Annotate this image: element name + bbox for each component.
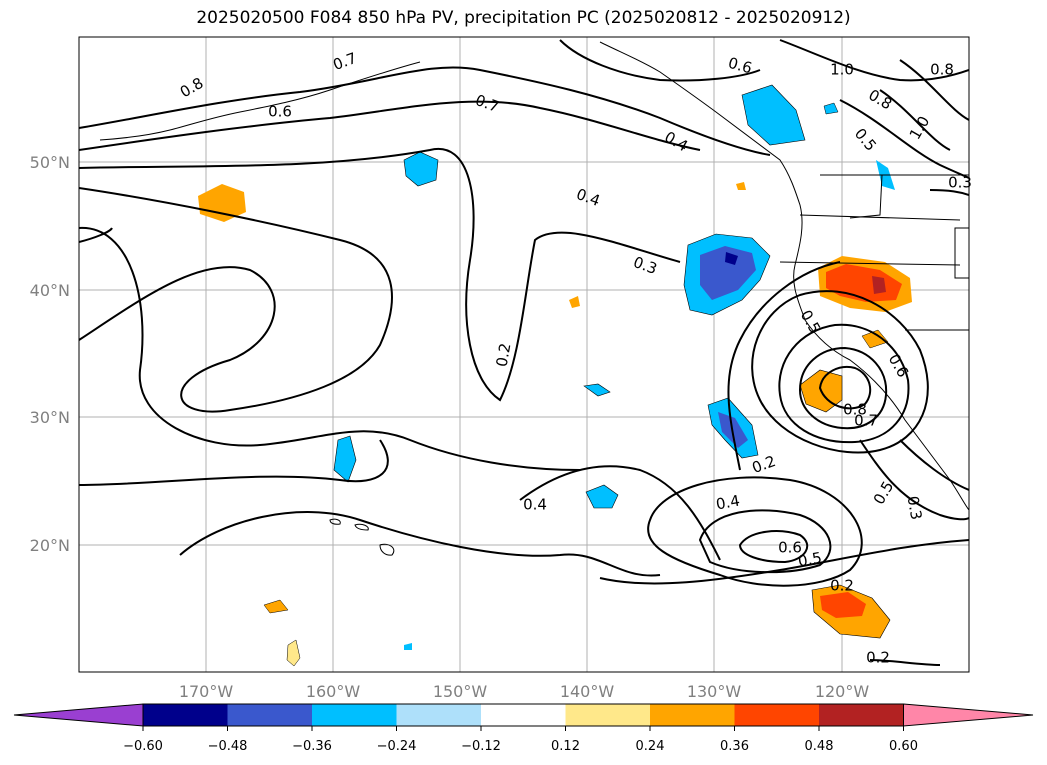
lon-label-170w: 170°W bbox=[179, 682, 234, 701]
contour-label: 0.2 bbox=[830, 577, 854, 595]
contour-label: 0.2 bbox=[866, 649, 890, 667]
lat-label-40n: 40°N bbox=[30, 281, 70, 300]
colorbar-tick-label: −0.48 bbox=[208, 739, 248, 754]
colorbar-segment bbox=[650, 704, 735, 726]
colorbar-tick-label: 0.36 bbox=[720, 739, 749, 754]
colorbar-outline bbox=[142, 703, 904, 727]
contour-label: 0.4 bbox=[523, 496, 547, 514]
latitude-labels: 50°N 40°N 30°N 20°N bbox=[30, 153, 70, 555]
contour-label: 0.6 bbox=[778, 539, 802, 557]
lon-label-140w: 140°W bbox=[560, 682, 615, 701]
longitude-labels: 170°W 160°W 150°W 140°W 130°W 120°W bbox=[179, 682, 870, 701]
lon-label-150w: 150°W bbox=[433, 682, 488, 701]
colorbar-tick-label: −0.12 bbox=[461, 739, 501, 754]
colorbar-ticks: −0.60 −0.48 −0.36 −0.24 −0.12 0.12 0.24 0.36 0.4… bbox=[123, 726, 918, 754]
coastlines bbox=[99, 41, 969, 556]
colorbar-tick-label: −0.24 bbox=[377, 739, 417, 754]
contour-label: 0.8 bbox=[930, 61, 954, 79]
colorbar-segment bbox=[734, 704, 820, 726]
colorbar-segment bbox=[819, 704, 904, 726]
lon-label-130w: 130°W bbox=[687, 682, 742, 701]
contour-label: 0.5 bbox=[797, 549, 824, 571]
colorbar-segment bbox=[481, 704, 566, 726]
contour-label: 0.8 bbox=[843, 401, 867, 419]
lon-label-120w: 120°W bbox=[815, 682, 870, 701]
contour-label: 0.3 bbox=[948, 174, 972, 192]
colorbar-segment bbox=[312, 704, 397, 726]
gridlines bbox=[79, 37, 969, 672]
colorbar-tick-label: 0.12 bbox=[551, 739, 580, 754]
colorbar-extend-left bbox=[13, 703, 144, 727]
contour-label: 0.3 bbox=[904, 495, 926, 522]
precip-shading bbox=[198, 84, 912, 667]
colorbar bbox=[13, 703, 1034, 727]
contour-label: 0.6 bbox=[268, 103, 292, 121]
lat-label-30n: 30°N bbox=[30, 408, 70, 427]
contour-label: 1.0 bbox=[830, 61, 854, 79]
map-title: 2025020500 F084 850 hPa PV, precipitatio… bbox=[196, 8, 851, 28]
map-frame bbox=[78, 36, 970, 673]
colorbar-tick-label: 0.60 bbox=[889, 739, 918, 754]
lat-label-50n: 50°N bbox=[30, 153, 70, 172]
colorbar-segment bbox=[227, 704, 313, 726]
colorbar-segment bbox=[565, 704, 651, 726]
colorbar-segment bbox=[396, 704, 482, 726]
colorbar-tick-label: 0.24 bbox=[636, 739, 665, 754]
lat-label-20n: 20°N bbox=[30, 536, 70, 555]
colorbar-tick-label: −0.60 bbox=[123, 739, 163, 754]
contour-label: 0.7 bbox=[854, 412, 878, 430]
pv-contours bbox=[79, 39, 969, 666]
colorbar-segment bbox=[143, 704, 228, 726]
contour-label: 0.4 bbox=[715, 492, 742, 514]
lon-label-160w: 160°W bbox=[306, 682, 361, 701]
contour-label: 0.6 bbox=[726, 54, 754, 78]
colorbar-tick-label: −0.36 bbox=[292, 739, 332, 754]
colorbar-tick-label: 0.48 bbox=[805, 739, 834, 754]
colorbar-extend-right bbox=[903, 703, 1034, 727]
contour-label: 0.2 bbox=[493, 342, 515, 369]
